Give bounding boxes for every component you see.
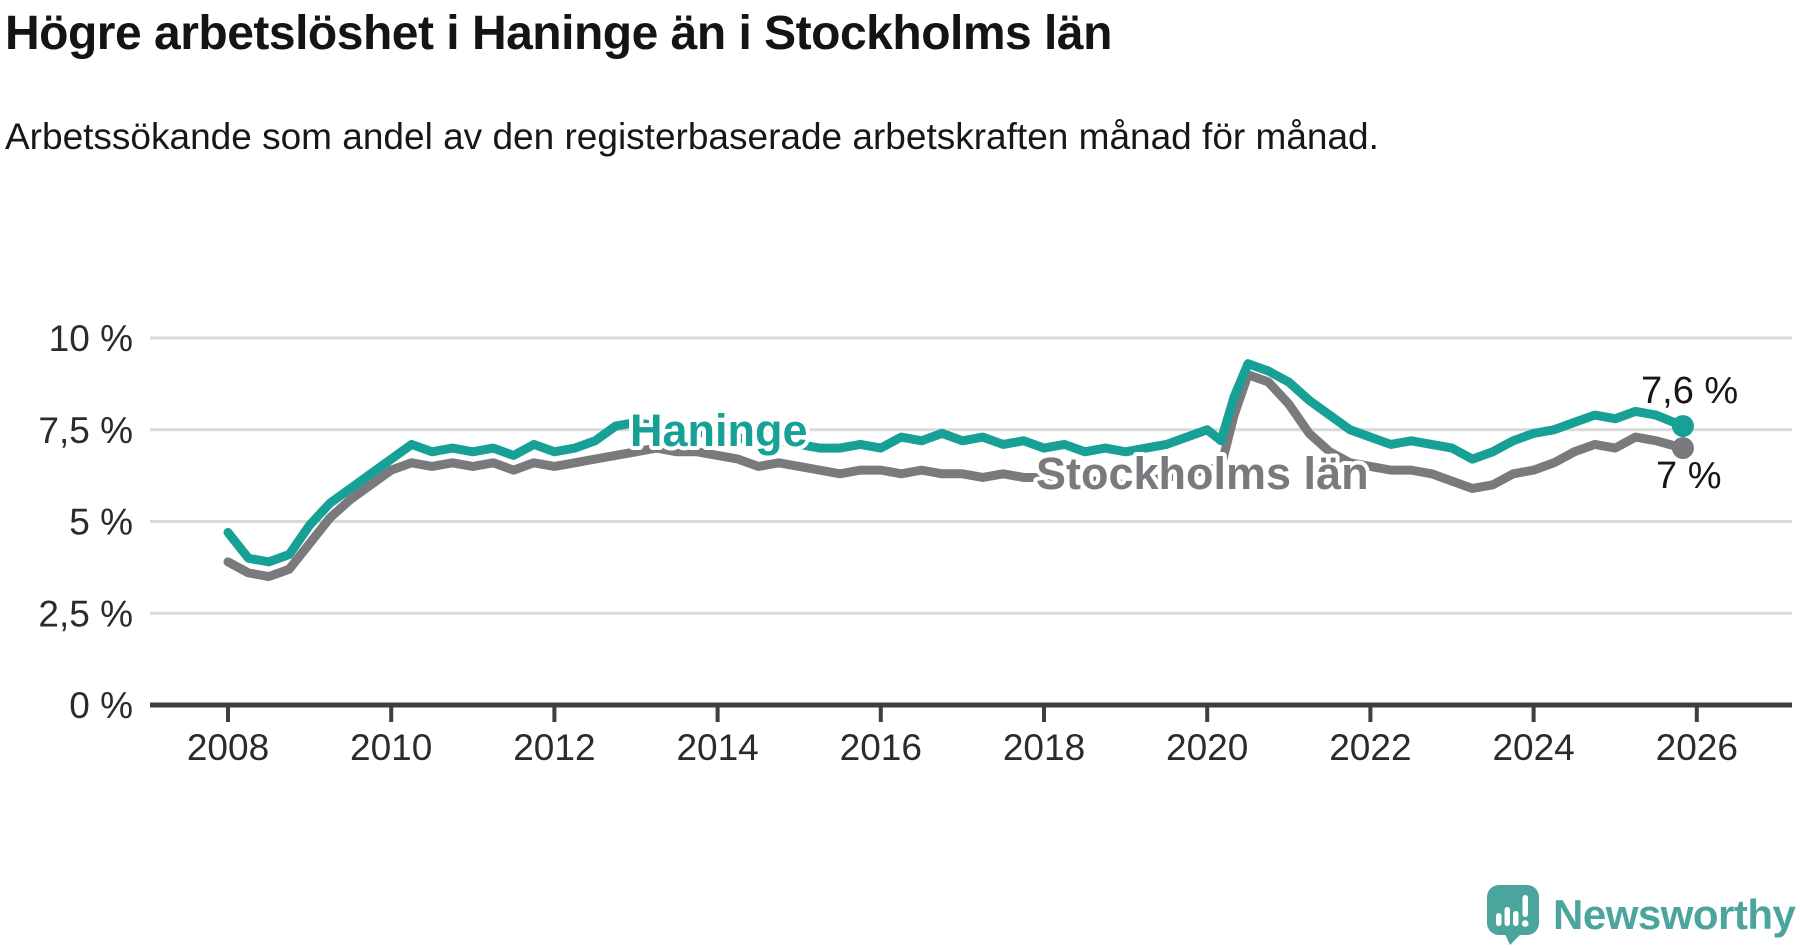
series-line-stockholms-lan <box>223 370 1688 582</box>
end-value-label-stockholms-lan: 7 % <box>1656 455 1721 497</box>
x-axis-label: 2026 <box>1656 727 1738 768</box>
series-label-stockholms-lan: Stockholms län <box>1036 448 1369 499</box>
x-axis-label: 2016 <box>840 727 922 768</box>
end-dot-stockholms-lan <box>1671 437 1694 460</box>
y-axis-label: 5 % <box>69 502 133 543</box>
y-axis-label: 0 % <box>69 685 133 726</box>
newsworthy-logo-text: Newsworthy <box>1553 891 1796 938</box>
x-axis-label: 2012 <box>513 727 595 768</box>
axis-layer: 2008 2010 2012 2014 2016 2018 2020 2022 2024 2026 <box>150 702 1792 768</box>
series-layer <box>223 359 1694 582</box>
x-axis-label: 2008 <box>187 727 269 768</box>
end-value-label-haninge: 7,6 % <box>1641 370 1738 412</box>
chart-header: Högre arbetslöshet i Haninge än i Stockh… <box>5 6 1765 164</box>
series-label-haninge: Haninge <box>630 405 808 456</box>
x-axis-label: 2010 <box>350 727 432 768</box>
newsworthy-logo[interactable]: Newsworthy <box>1486 884 1796 946</box>
y-axis-label: 2,5 % <box>38 593 133 634</box>
x-axis-label: 2020 <box>1166 727 1248 768</box>
series-line-haninge <box>223 359 1688 567</box>
grid-layer: 0 % 2,5 % 5 % 7,5 % 10 % <box>38 318 1792 726</box>
chart-title: Högre arbetslöshet i Haninge än i Stockh… <box>5 7 1112 60</box>
end-dot-haninge <box>1671 415 1694 438</box>
x-axis-label: 2022 <box>1329 727 1411 768</box>
x-axis-label: 2018 <box>1003 727 1085 768</box>
x-axis-label: 2024 <box>1492 727 1574 768</box>
chart-labels-layer: Haninge Stockholms län 7,6 % 7 % <box>626 367 1742 504</box>
chart-subtitle: Arbetssökande som andel av den registerb… <box>5 116 1379 158</box>
y-axis-label: 7,5 % <box>38 410 133 451</box>
newsworthy-speech-bubble-bar-chart-icon <box>1487 885 1539 945</box>
y-axis-label: 10 % <box>49 318 133 359</box>
x-axis-label: 2014 <box>676 727 758 768</box>
